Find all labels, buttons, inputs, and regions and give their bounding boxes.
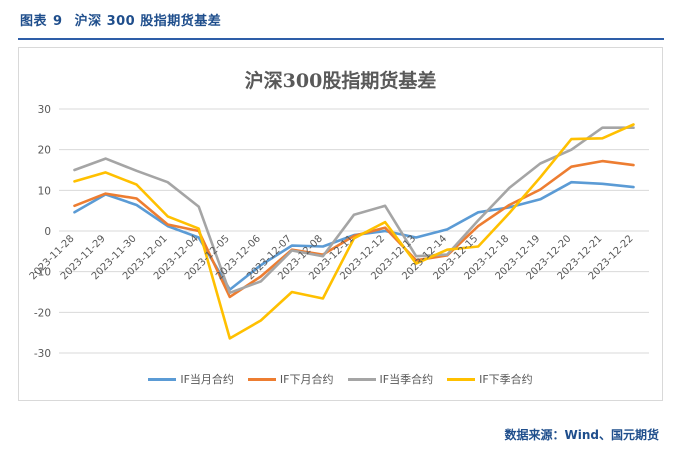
legend-item: IF当季合约	[347, 371, 434, 387]
figure-label: 图表	[20, 14, 48, 29]
legend-swatch	[247, 377, 276, 381]
y-tick-label: 0	[44, 226, 51, 238]
line-chart: -30-20-1001020302023-11-282023-11-292023…	[28, 104, 649, 360]
chart-container: 沪深300股指期货基差 -30 -20 -10 0 10 20 30 2023-11-28 20…	[18, 47, 663, 401]
legend-label: IF当季合约	[379, 373, 434, 386]
source-note: 数据来源：Wind、国元期货	[504, 428, 659, 442]
series-line-4	[73, 123, 635, 340]
y-tick-label: 20	[38, 145, 51, 157]
series-line-3	[73, 126, 635, 295]
legend-swatch	[148, 377, 177, 381]
figure-number: 9	[53, 14, 63, 29]
y-tick-label: 10	[38, 185, 51, 197]
y-tick-label: 30	[38, 104, 51, 116]
chart-title: 沪深300股指期货基差	[244, 70, 437, 92]
legend-swatch	[347, 377, 376, 381]
legend-label: IF当月合约	[180, 373, 234, 386]
legend-label: IF下月合约	[279, 373, 334, 386]
chart-legend: IF当月合约 IF下月合约 IF当季合约 IF下季合约	[19, 371, 662, 387]
series-line-2	[73, 159, 635, 299]
y-tick-label: -20	[34, 307, 51, 319]
caption-rule	[18, 38, 664, 40]
legend-item: IF下月合约	[247, 371, 334, 387]
legend-label: IF下季合约	[479, 373, 533, 386]
y-tick-label: -10	[34, 267, 51, 279]
figure-title: 沪深 300 股指期货基差	[74, 14, 222, 29]
legend-swatch	[447, 377, 476, 381]
legend-item: IF当月合约	[148, 371, 234, 387]
legend-item: IF下季合约	[447, 371, 533, 387]
figure-caption: 图表 9 沪深 300 股指期货基差	[20, 10, 221, 29]
y-tick-label: -30	[34, 348, 51, 360]
